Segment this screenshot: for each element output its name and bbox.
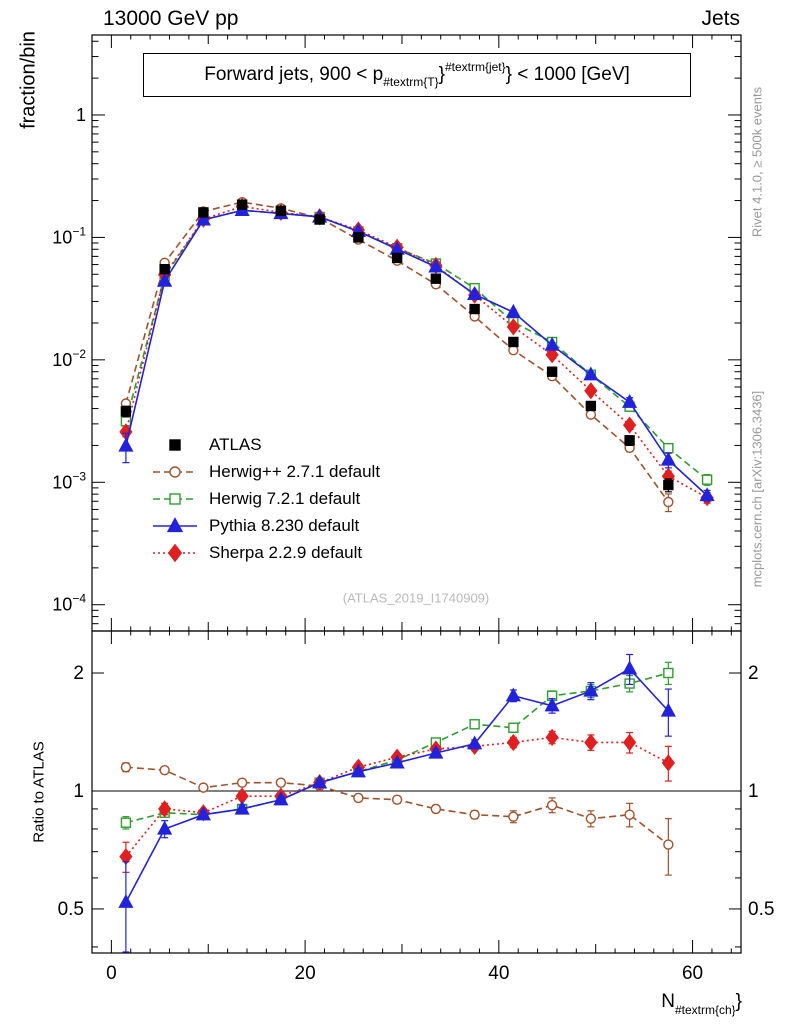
legend: ATLAS Herwig++ 2.7.1 default Herwig 7.2.1 … [151,431,380,566]
svg-text:2: 2 [73,663,84,684]
legend-item-atlas: ATLAS [151,431,380,458]
svg-text:2: 2 [748,663,759,684]
svg-text:1: 1 [748,781,759,802]
x-axis-title-subscript: #textrm{ch} [674,1003,736,1017]
legend-item-sherpa-2-2-9-default: Sherpa 2.2.9 default [151,539,380,566]
circle-marker-icon [153,465,197,478]
legend-label: Herwig++ 2.7.1 default [209,461,381,481]
svg-text:10−1: 10−1 [52,224,86,247]
plot-title-subscript: #textrm{T} [383,75,439,89]
plot-title-superscript: #textrm{jet} [444,60,506,74]
legend-item-herwig-2-7-1-default: Herwig++ 2.7.1 default [151,458,380,485]
legend-label: Herwig 7.2.1 default [209,488,361,508]
axes-frame [91,34,742,954]
diamond-marker-icon [153,543,197,562]
svg-text:40: 40 [488,963,509,984]
beam-energy-label: 13000 GeV pp [103,7,239,30]
svg-text:1: 1 [76,105,86,125]
svg-text:1: 1 [73,781,84,802]
x-axis-title-post: } [735,991,742,1012]
plot-title-mid: } [438,64,445,85]
legend-label: Pythia 8.230 default [209,515,360,535]
svg-text:20: 20 [295,963,316,984]
analysis-group-label: Jets [701,7,740,30]
svg-text:10−4: 10−4 [52,592,86,615]
svg-text:0.5: 0.5 [748,899,774,920]
plot-title-pre: Forward jets, 900 < p [204,64,384,85]
svg-text:0: 0 [106,963,117,984]
analysis-id-watermark: (ATLAS_2019_I1740909) [342,590,490,606]
svg-text:0.5: 0.5 [58,899,84,920]
square-marker-icon [169,438,181,451]
x-axis-title-pre: N [661,991,675,1012]
axis-tick-labels: 0 20 40 60 1 10−1 10−2 10−3 10−4 0.5 0.5 1 1 2 2 [52,105,774,984]
triangle-marker-icon [153,516,197,532]
x-axis-title: N#textrm{ch}} [661,991,742,1017]
svg-text:10−2: 10−2 [52,347,86,370]
legend-item-herwig-7-2-1-default: Herwig 7.2.1 default [151,485,380,512]
square-marker-icon [153,492,197,505]
svg-text:60: 60 [682,963,703,984]
plot-title-box: Forward jets, 900 < p #textrm{T}} #textrm{… [143,53,691,97]
series-pythia-8-230-default [118,202,715,953]
legend-label: ATLAS [209,434,262,454]
legend-label: Sherpa 2.2.9 default [209,542,363,562]
plot-title-post: } < 1000 [GeV] [505,64,630,85]
series-atlas [120,199,674,493]
legend-item-pythia-8-230-default: Pythia 8.230 default [151,512,380,539]
svg-text:10−3: 10−3 [52,469,86,492]
